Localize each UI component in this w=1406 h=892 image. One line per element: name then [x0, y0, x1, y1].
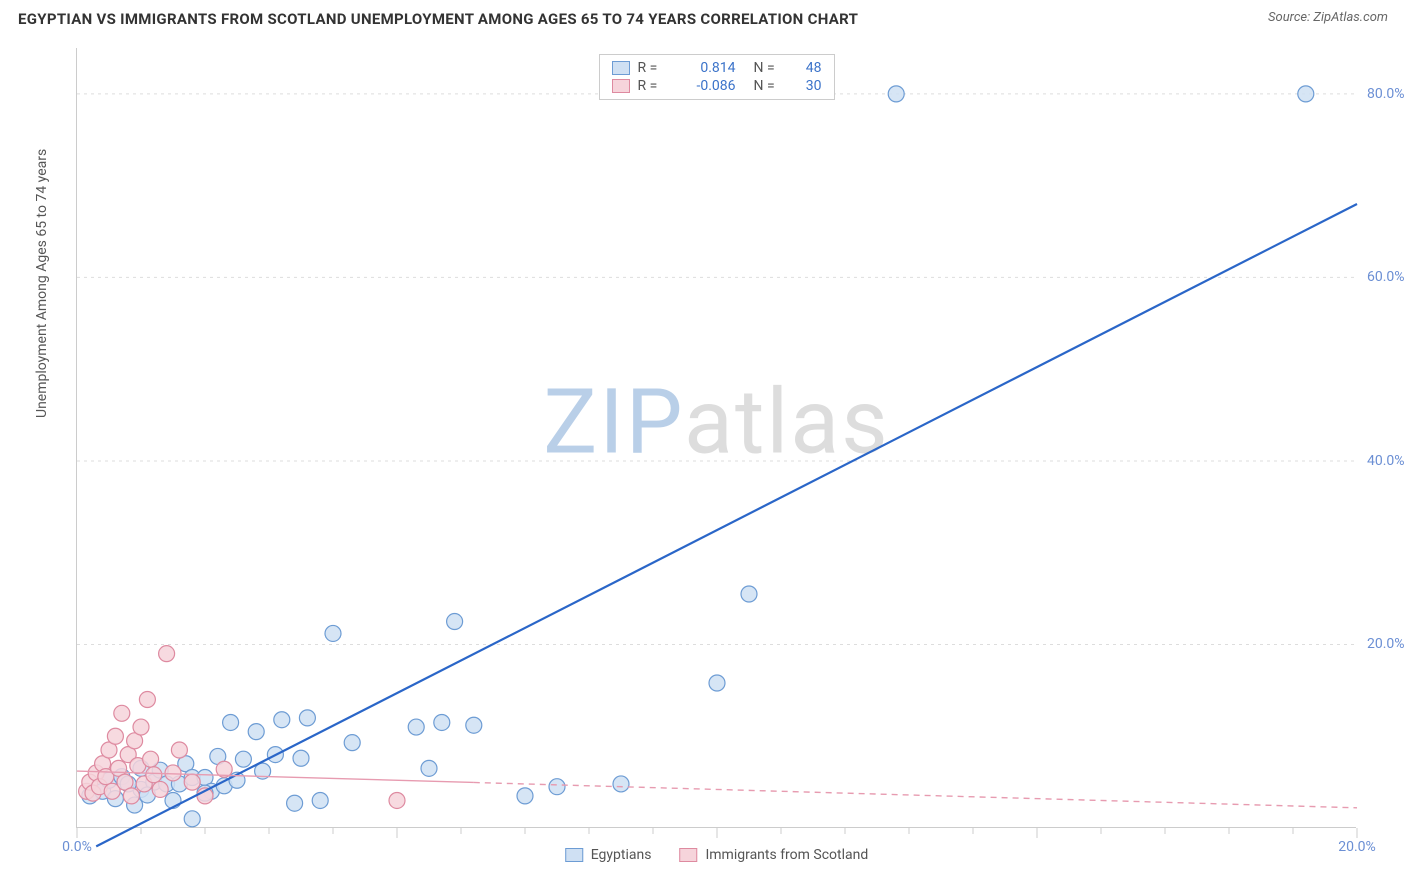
legend-row-egyptians: R = 0.814 N = 48	[612, 59, 822, 77]
plot-container: Unemployment Among Ages 65 to 74 years Z…	[46, 48, 1386, 858]
swatch-egyptians-bottom	[565, 848, 583, 862]
legend-item-egyptians: Egyptians	[565, 847, 652, 863]
r-value-1: -0.086	[676, 78, 736, 94]
chart-title: EGYPTIAN VS IMMIGRANTS FROM SCOTLAND UNE…	[18, 10, 858, 28]
n-value-1: 30	[792, 78, 822, 94]
y-axis-label: Unemployment Among Ages 65 to 74 years	[34, 149, 50, 418]
r-label: R =	[638, 60, 668, 76]
y-tick-label: 60.0%	[1367, 269, 1405, 285]
y-tick-label: 80.0%	[1367, 86, 1405, 102]
n-label: N =	[754, 78, 784, 94]
x-tick-label: 20.0%	[1338, 839, 1376, 855]
legend-label-egyptians: Egyptians	[591, 847, 652, 863]
x-tick-label: 0.0%	[62, 839, 92, 855]
series-legend: Egyptians Immigrants from Scotland	[565, 847, 869, 863]
correlation-legend: R = 0.814 N = 48 R = -0.086 N = 30	[599, 54, 835, 100]
n-label: N =	[754, 60, 784, 76]
legend-row-scotland: R = -0.086 N = 30	[612, 77, 822, 95]
y-tick-label: 20.0%	[1367, 636, 1405, 652]
n-value-0: 48	[792, 60, 822, 76]
source-attribution: Source: ZipAtlas.com	[1268, 10, 1388, 25]
plot-area: ZIPatlas R = 0.814 N = 48 R = -0.086 N =…	[76, 48, 1356, 828]
r-value-0: 0.814	[676, 60, 736, 76]
swatch-scotland	[612, 79, 630, 93]
r-label: R =	[638, 78, 668, 94]
swatch-scotland-bottom	[679, 848, 697, 862]
scatter-chart	[77, 48, 1357, 828]
swatch-egyptians	[612, 61, 630, 75]
legend-item-scotland: Immigrants from Scotland	[679, 847, 868, 863]
y-tick-label: 40.0%	[1367, 453, 1405, 469]
legend-label-scotland: Immigrants from Scotland	[705, 847, 868, 863]
